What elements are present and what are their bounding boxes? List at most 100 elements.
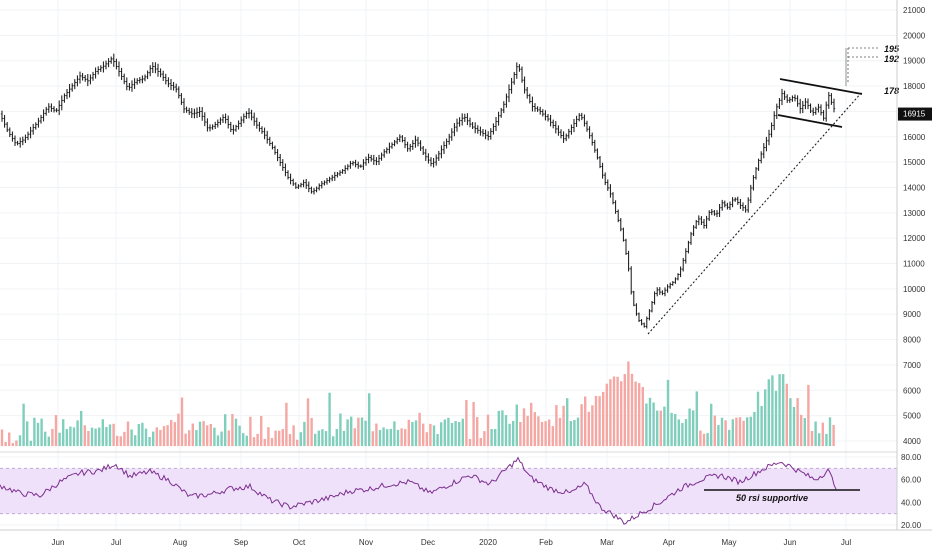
volume-bar [695, 391, 698, 447]
volume-bar [180, 397, 184, 447]
price-tick-label: 9000 [903, 310, 921, 319]
volume-bar [44, 431, 47, 447]
volume-bar [580, 404, 583, 447]
volume-bar [26, 421, 29, 447]
volume-bar [681, 422, 684, 447]
volume-bar [216, 435, 220, 447]
volume-bar [587, 411, 590, 447]
volume-bar [497, 410, 500, 447]
volume-bar [152, 431, 155, 447]
volume-bar [562, 405, 565, 447]
volume-bar [364, 420, 367, 447]
volume-bar [94, 428, 97, 447]
volume-bar [548, 419, 551, 447]
flag-lower-line [777, 114, 843, 128]
volume-bar [501, 410, 504, 447]
volume-bar [526, 415, 529, 447]
volume-bar [278, 430, 281, 447]
volume-bar [720, 417, 724, 447]
volume-bar [566, 398, 569, 447]
volume-bar [126, 421, 130, 447]
volume-bar [792, 406, 796, 447]
volume-bar [447, 417, 450, 447]
volume-bar [267, 427, 270, 447]
volume-bar [756, 391, 760, 447]
volume-bar [321, 429, 324, 447]
volume-bar [51, 428, 54, 447]
volume-bar [213, 427, 216, 447]
volume-bar [83, 425, 86, 447]
volume-bar [458, 421, 461, 447]
volume-bar [72, 427, 76, 447]
volume-bar [832, 425, 835, 447]
volume-bar [814, 421, 817, 447]
volume-bar [209, 423, 212, 447]
volume-bar [339, 413, 342, 447]
volume-bar [29, 440, 32, 447]
volume-bar [494, 428, 497, 447]
volume-bar [674, 414, 677, 447]
volume-bar [652, 402, 655, 447]
volume-bar [188, 430, 191, 447]
volume-bar [353, 428, 356, 447]
volume-bar [33, 417, 36, 447]
rsi-tick-label: 20.00 [901, 521, 922, 530]
volume-bar [544, 421, 547, 447]
volume-bar [576, 417, 580, 447]
volume-bar [699, 430, 702, 447]
volume-bar [602, 391, 605, 447]
volume-bar [238, 425, 241, 447]
volume-bar [659, 410, 662, 447]
volume-bar [634, 381, 637, 447]
price-axis: 2100020000190001800017000160001500014000… [896, 0, 926, 530]
volume-bar [731, 419, 734, 447]
volume-bar [807, 384, 810, 447]
volume-bar [87, 430, 90, 447]
volume-bar [357, 417, 360, 447]
volume-bar [249, 416, 252, 447]
rsi-tick-label: 60.00 [901, 476, 922, 485]
volume-bar [422, 423, 425, 447]
volume-bar [371, 431, 374, 447]
volume-bar [508, 423, 511, 447]
price-tick-label: 15000 [903, 158, 926, 167]
volume-bar [162, 426, 166, 447]
volume-bar [18, 435, 22, 447]
volume-bar [465, 399, 468, 447]
volume-bar [569, 421, 572, 447]
volume-bar [598, 396, 601, 447]
volume-bar [396, 429, 400, 447]
volume-bar [558, 417, 562, 447]
price-tick-label: 14000 [903, 183, 926, 192]
volume-bar [231, 413, 234, 447]
volume-bar [299, 432, 302, 447]
volume-bar [90, 427, 94, 447]
volume-bar [782, 374, 785, 447]
volume-bar [58, 432, 61, 447]
volume-bar [645, 403, 648, 447]
volume-bar [220, 431, 223, 447]
volume-bar [234, 418, 238, 447]
volume-bar [288, 434, 292, 447]
volume-bar [537, 416, 540, 447]
volume-bar [173, 422, 176, 447]
volume-bar [184, 433, 187, 447]
volume-bar [368, 393, 371, 447]
month-label: Nov [359, 538, 373, 547]
volume-bar [472, 401, 475, 447]
volume-bar [551, 426, 554, 447]
volume-bar [281, 429, 284, 447]
volume-bar [742, 420, 745, 447]
volume-bar [616, 376, 619, 447]
current-price-tag: 16915 [898, 107, 932, 121]
current-price-tag-background [898, 107, 932, 121]
volume-bar [533, 412, 536, 447]
volume-bar [360, 417, 364, 447]
volume-bar [476, 417, 479, 447]
volume-bar [774, 390, 778, 447]
price-tick-label: 4000 [903, 437, 921, 446]
volume-bar [803, 418, 806, 447]
volume-bar [818, 433, 821, 447]
volume-bar [15, 440, 18, 447]
